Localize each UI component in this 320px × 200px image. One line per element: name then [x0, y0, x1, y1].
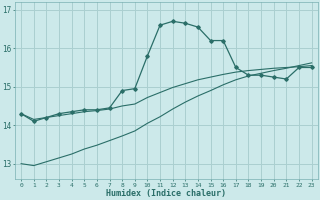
X-axis label: Humidex (Indice chaleur): Humidex (Indice chaleur)	[106, 189, 226, 198]
